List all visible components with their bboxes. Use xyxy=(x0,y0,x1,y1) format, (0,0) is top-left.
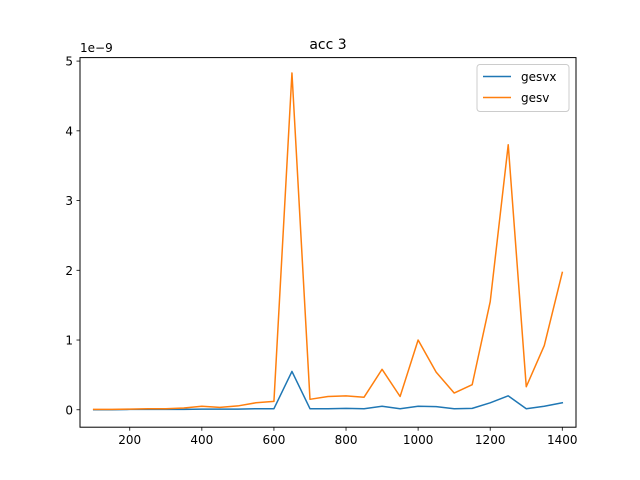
x-tick-label: 600 xyxy=(262,433,285,447)
y-tick-label: 1 xyxy=(65,334,73,348)
x-tick-label: 800 xyxy=(335,433,358,447)
y-tick-label: 0 xyxy=(65,403,73,417)
axes-frame xyxy=(79,57,577,428)
x-tick-label: 1000 xyxy=(403,433,434,447)
legend-label-gesvx: gesvx xyxy=(521,70,556,84)
x-tick-label: 1400 xyxy=(547,433,578,447)
y-tick-label: 2 xyxy=(65,264,73,278)
x-tick-label: 200 xyxy=(118,433,141,447)
y-tick-label: 3 xyxy=(65,194,73,208)
series-line-gesvx xyxy=(92,370,564,411)
series-line-gesv xyxy=(92,72,564,411)
x-tick-label: 1200 xyxy=(475,433,506,447)
y-axis-scale-label: 1e−9 xyxy=(80,41,113,55)
x-tick-label: 400 xyxy=(190,433,213,447)
legend-label-gesv: gesv xyxy=(521,91,549,105)
legend: gesvx gesv xyxy=(476,64,570,112)
plot-area: 200 400 600 800 1000 1200 1400 0 1 2 3 4 5 xyxy=(65,55,577,448)
y-tick-label: 5 xyxy=(65,55,73,69)
chart-title: acc 3 xyxy=(309,37,346,53)
y-tick-label: 4 xyxy=(65,124,73,138)
